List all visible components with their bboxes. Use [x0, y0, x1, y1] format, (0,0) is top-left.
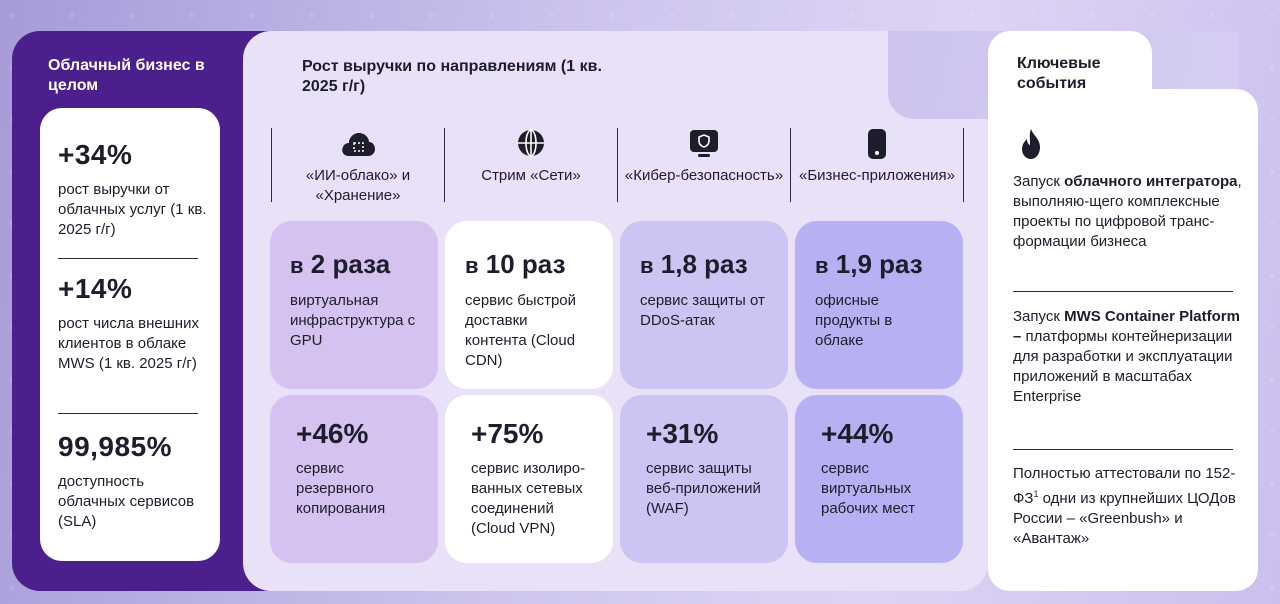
- flame-icon: [1018, 128, 1044, 165]
- column-header-networks: Стрим «Сети»: [445, 128, 617, 208]
- revenue-directions-title: Рост выручки по направлениям (1 кв. 2025…: [302, 58, 602, 95]
- column-divider: [617, 128, 618, 202]
- tile-desc: сервис виртуальных рабочих мест: [821, 460, 916, 517]
- event-container-platform: Запуск MWS Container Platform – платформ…: [1013, 307, 1249, 407]
- column-label: «Бизнес-приложения»: [798, 167, 955, 184]
- tile-prefix: в: [640, 253, 654, 278]
- tile-desc: сервис защиты веб-приложений (WAF): [646, 460, 761, 517]
- cloud-icon: [272, 128, 444, 162]
- tile-desc: офисные продукты в облаке: [815, 292, 893, 349]
- column-label: «Кибер-безопасность»: [624, 167, 784, 184]
- tile-desc: сервис изолиро-ванных сетевых соединений…: [471, 460, 586, 537]
- metric-desc: доступность облачных сервисов (SLA): [58, 473, 195, 530]
- metric-clients-growth: +14% рост числа внешних клиентов в облак…: [58, 274, 208, 374]
- column-divider: [963, 128, 964, 202]
- tile-value: +75%: [471, 418, 544, 449]
- metric-desc: рост выручки от облачных услуг (1 кв. 20…: [58, 181, 207, 238]
- event-cloud-integrator: Запуск облачного интегратора, выполняю-щ…: [1013, 172, 1249, 252]
- event-text: Запуск: [1013, 308, 1065, 325]
- tile-value: 10 раз: [485, 249, 566, 279]
- metric-value: +14%: [58, 273, 133, 304]
- tile-prefix: в: [815, 253, 829, 278]
- tile-vdi: +44% сервис виртуальных рабочих мест: [795, 395, 963, 563]
- tile-value: +46%: [296, 418, 369, 449]
- tile-value: +44%: [821, 418, 894, 449]
- tile-waf: +31% сервис защиты веб-приложений (WAF): [620, 395, 788, 563]
- shield-monitor-icon: [618, 128, 790, 162]
- tile-desc: сервис резервного копирования: [296, 460, 386, 517]
- tile-value: +31%: [646, 418, 719, 449]
- tile-ddos: в 1,8 раз сервис защиты от DDoS-атак: [620, 221, 788, 389]
- event-certification: Полностью аттестовали по 152-ФЗ1 одни из…: [1013, 464, 1249, 549]
- tile-desc: виртуальная инфраструктура с GPU: [290, 292, 416, 349]
- metric-value: 99,985%: [58, 431, 173, 462]
- tile-desc: сервис быстрой доставки контента (Cloud …: [465, 292, 577, 369]
- event-text: Полностью аттестовали по 152-ФЗ: [1013, 465, 1236, 507]
- tile-vpn: +75% сервис изолиро-ванных сетевых соеди…: [445, 395, 613, 563]
- divider: [58, 258, 198, 259]
- tile-gpu: в 2 раза виртуальная инфраструктура с GP…: [270, 221, 438, 389]
- tile-desc: сервис защиты от DDoS-атак: [640, 292, 765, 329]
- key-events-title: Ключевые события: [1017, 55, 1101, 92]
- metric-sla: 99,985% доступность облачных сервисов (S…: [58, 432, 208, 532]
- divider: [1013, 291, 1233, 292]
- column-label: «ИИ-облако» и «Хранение»: [305, 167, 411, 204]
- tile-cdn: в 10 раз сервис быстрой доставки контент…: [445, 221, 613, 389]
- column-divider: [271, 128, 272, 202]
- event-text: платформы контейнеризации для разработки…: [1013, 328, 1233, 405]
- tile-prefix: в: [290, 253, 304, 278]
- event-text: , выполняю-щего комплексные проекты по ц…: [1013, 173, 1242, 250]
- footnote-marker: 1: [1033, 489, 1039, 499]
- event-text: Запуск: [1013, 173, 1065, 190]
- phone-icon: [791, 128, 963, 162]
- metric-value: +34%: [58, 139, 133, 170]
- tile-value: 1,8 раз: [660, 249, 748, 279]
- column-divider: [444, 128, 445, 202]
- column-divider: [790, 128, 791, 202]
- cloud-business-title: Облачный бизнес в целом: [48, 57, 205, 94]
- divider: [58, 413, 198, 414]
- globe-icon: [445, 128, 617, 162]
- event-text: одни из крупнейших ЦОДов России – «Green…: [1013, 490, 1236, 547]
- event-highlight: облачного интегратора: [1064, 173, 1238, 190]
- event-highlight: MWS Container Platform –: [1013, 308, 1240, 345]
- tile-office: в 1,9 раз офисные продукты в облаке: [795, 221, 963, 389]
- metric-revenue-growth: +34% рост выручки от облачных услуг (1 к…: [58, 140, 208, 240]
- tile-value: 2 раза: [310, 249, 391, 279]
- column-header-cybersecurity: «Кибер-безопасность»: [618, 128, 790, 208]
- divider: [1013, 449, 1233, 450]
- column-label: Стрим «Сети»: [481, 167, 581, 184]
- tile-backup: +46% сервис резервного копирования: [270, 395, 438, 563]
- key-events-panel: [988, 89, 1258, 591]
- metric-desc: рост числа внешних клиентов в облаке MWS…: [58, 315, 199, 372]
- column-header-ai-cloud: «ИИ-облако» и «Хранение»: [272, 128, 444, 208]
- cloud-business-card: +34% рост выручки от облачных услуг (1 к…: [40, 108, 220, 561]
- tile-value: 1,9 раз: [835, 249, 923, 279]
- column-header-business-apps: «Бизнес-приложения»: [791, 128, 963, 208]
- tile-prefix: в: [465, 253, 479, 278]
